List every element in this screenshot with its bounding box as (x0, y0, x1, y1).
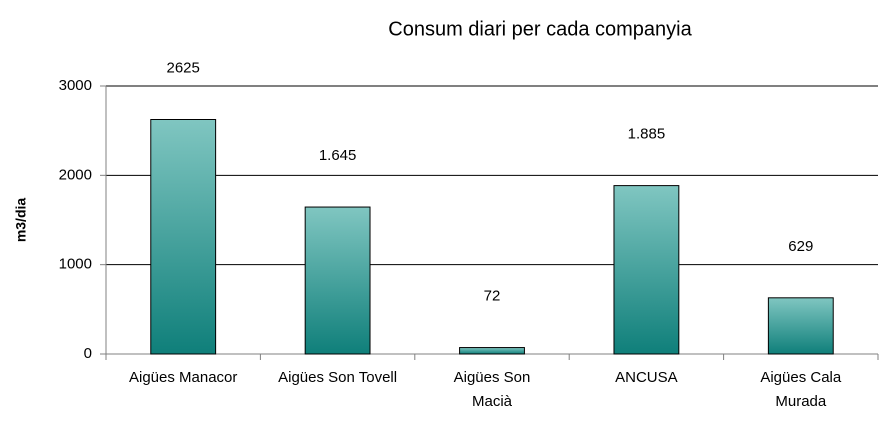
bar (150, 119, 217, 355)
bar (767, 297, 834, 355)
bar (304, 206, 371, 355)
x-tick-label: Aigües Son Macià (453, 369, 531, 410)
y-tick-label: 2000 (59, 166, 92, 183)
y-tick-label: 3000 (59, 77, 92, 94)
bar (613, 185, 680, 355)
x-tick-label: ANCUSA (615, 369, 678, 386)
value-label: 629 (788, 238, 813, 255)
x-tick-label: Aigües Son Tovell (278, 369, 398, 386)
value-label: 72 (484, 288, 501, 305)
y-tick-label: 0 (84, 345, 92, 362)
x-tick-label: Aigües Cala Murada (760, 369, 842, 410)
y-tick-label: 1000 (59, 256, 92, 273)
y-axis-label: m3/dia (13, 198, 29, 243)
chart-title: Consum diari per cada companyia (388, 18, 692, 40)
value-label: 1.885 (628, 126, 666, 143)
value-label: 2625 (167, 59, 200, 76)
value-label: 1.645 (319, 147, 357, 164)
bar (459, 347, 525, 355)
x-tick-label: Aigües Manacor (128, 369, 238, 386)
